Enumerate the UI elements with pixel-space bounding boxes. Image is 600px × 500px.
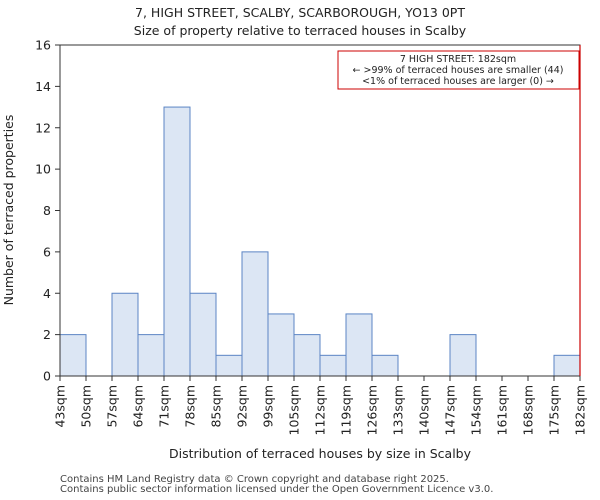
x-axis-label: Distribution of terraced houses by size …: [169, 446, 472, 461]
y-tick-label: 16: [35, 38, 51, 53]
y-tick-label: 8: [43, 203, 51, 218]
annotation-line-2: ← >99% of terraced houses are smaller (4…: [353, 65, 564, 76]
x-tick-label: 147sqm: [443, 385, 458, 435]
x-tick-label: 133sqm: [391, 385, 406, 435]
y-axis-label: Number of terraced properties: [1, 115, 16, 306]
y-tick-label: 6: [43, 244, 51, 259]
bar-99sqm: [267, 313, 295, 377]
x-tick-label: 112sqm: [313, 385, 328, 435]
x-axis-ticks: 43sqm 50sqm 57sqm 64sqm 71sqm 78sqm 85sqm 92sqm…: [53, 376, 588, 435]
annotation-frame: [337, 50, 580, 90]
y-tick-label: 10: [35, 162, 51, 177]
bar-175sqm: [553, 354, 581, 377]
bar-126sqm: [371, 354, 399, 377]
x-tick-label: 64sqm: [131, 385, 146, 428]
chart-title: 7, HIGH STREET, SCALBY, SCARBOROUGH, YO1…: [135, 5, 465, 20]
x-tick-label: 50sqm: [79, 385, 94, 428]
annotation-line-1: 7 HIGH STREET: 182sqm: [400, 54, 516, 65]
x-tick-label: 140sqm: [417, 385, 432, 435]
bar-112sqm: [319, 354, 347, 377]
x-tick-label: 85sqm: [209, 385, 224, 428]
bar-71sqm: [163, 106, 191, 377]
bar-147sqm: [449, 334, 477, 377]
bar-105sqm: [293, 334, 321, 377]
bar-119sqm: [345, 313, 373, 377]
bar-57sqm: [111, 292, 139, 377]
x-tick-label: 78sqm: [183, 385, 198, 428]
x-tick-label: 161sqm: [495, 385, 510, 435]
y-tick-label: 14: [35, 79, 51, 94]
bars-group: [59, 106, 581, 377]
annotation-box: 7 HIGH STREET: 182sqm ← >99% of terraced…: [337, 50, 580, 90]
x-tick-label: 92sqm: [235, 385, 250, 428]
bar-85sqm: [215, 354, 243, 377]
x-tick-label: 105sqm: [287, 385, 302, 435]
y-tick-label: 4: [43, 286, 51, 301]
x-tick-label: 126sqm: [365, 385, 380, 435]
footer-licence: Contains public sector information licen…: [60, 484, 494, 495]
y-tick-label: 0: [43, 369, 51, 384]
x-tick-label: 71sqm: [157, 385, 172, 428]
x-tick-label: 119sqm: [339, 385, 354, 435]
y-tick-label: 2: [43, 327, 51, 342]
chart-subtitle: Size of property relative to terraced ho…: [134, 23, 467, 38]
bar-92sqm: [241, 251, 269, 377]
x-tick-label: 182sqm: [573, 385, 588, 435]
x-tick-label: 168sqm: [521, 385, 536, 435]
annotation-line-3: <1% of terraced houses are larger (0) →: [362, 76, 554, 87]
x-tick-label: 43sqm: [53, 385, 68, 428]
x-tick-label: 99sqm: [261, 385, 276, 428]
bar-64sqm: [137, 334, 165, 377]
bar-78sqm: [189, 292, 217, 377]
x-tick-label: 154sqm: [469, 385, 484, 435]
footer-copyright: Contains HM Land Registry data © Crown c…: [60, 474, 449, 485]
x-tick-label: 57sqm: [105, 385, 120, 428]
y-tick-label: 12: [35, 120, 51, 135]
x-tick-label: 175sqm: [547, 385, 562, 435]
bar-43sqm: [59, 334, 87, 377]
y-axis-ticks: 0 2 4 6 8 10 12 14 16: [35, 38, 60, 384]
